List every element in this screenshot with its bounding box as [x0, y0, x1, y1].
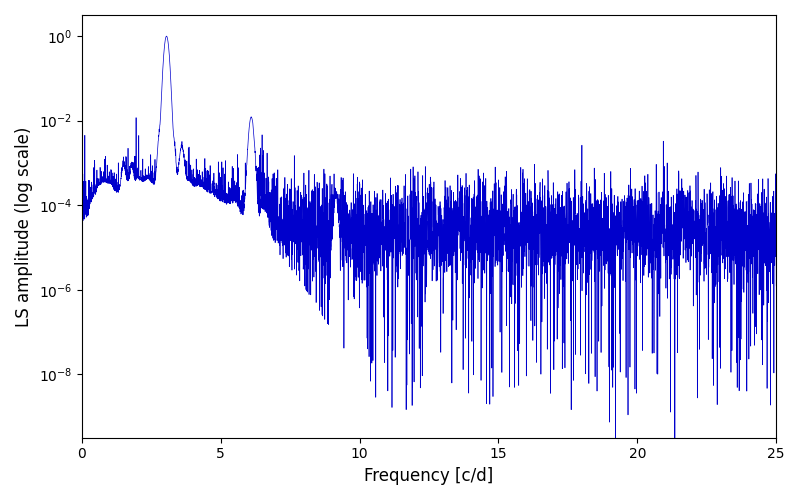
- Y-axis label: LS amplitude (log scale): LS amplitude (log scale): [15, 126, 33, 326]
- X-axis label: Frequency [c/d]: Frequency [c/d]: [364, 467, 494, 485]
